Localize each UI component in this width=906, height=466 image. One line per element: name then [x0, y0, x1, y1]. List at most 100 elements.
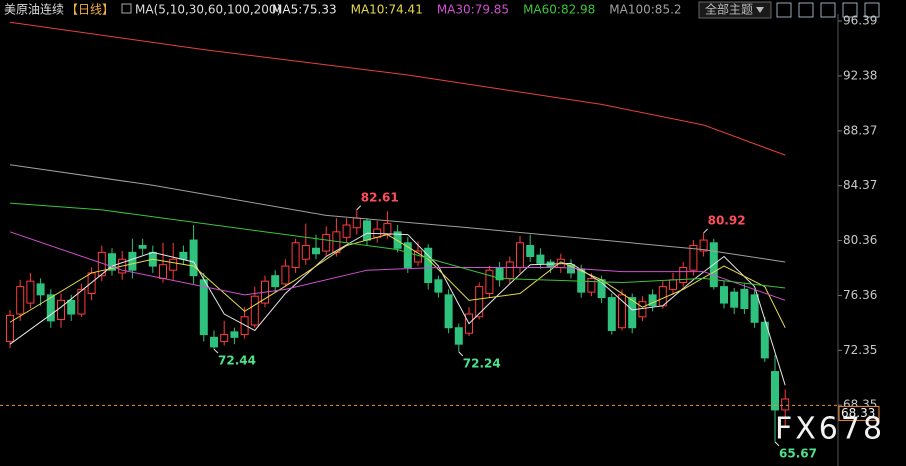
candle-body — [781, 398, 790, 411]
candle-body — [36, 283, 45, 296]
ma-line — [9, 231, 786, 301]
candle-body — [648, 294, 657, 307]
icon-button[interactable] — [798, 2, 814, 18]
candle-body — [434, 279, 443, 293]
icon-button[interactable] — [776, 2, 792, 18]
candle-body — [618, 294, 626, 329]
candle-body — [240, 316, 249, 336]
candle-body — [454, 327, 463, 345]
extreme-marker — [703, 228, 708, 234]
period: 【日线】 — [66, 3, 114, 17]
candle-body — [312, 247, 320, 255]
candle-body — [485, 269, 494, 294]
symbol: 美原油连续 — [4, 2, 64, 17]
candle-body — [108, 253, 116, 271]
ma-line — [9, 202, 786, 289]
candle-body — [444, 294, 453, 329]
icon-button[interactable] — [864, 2, 880, 18]
candle-body — [628, 297, 637, 329]
dropdown-arrow — [756, 7, 764, 13]
candle-body — [26, 280, 35, 304]
candle-body — [210, 336, 218, 348]
extreme-marker — [356, 205, 362, 211]
extreme-label: 72.24 — [463, 356, 501, 370]
candle-body — [230, 331, 239, 338]
candle-body — [57, 299, 65, 321]
candle-body — [281, 265, 290, 285]
candle-body — [424, 247, 433, 284]
candle-body — [607, 297, 616, 331]
y-tick-label: 92.38 — [843, 68, 877, 82]
candle-body — [546, 261, 555, 268]
ma-label: MA(5,10,30,60,100,200) — [135, 3, 281, 17]
candle-body — [679, 266, 688, 284]
candle-body — [301, 245, 310, 260]
y-tick-label: 96.39 — [843, 13, 877, 27]
candle-body — [199, 279, 208, 336]
candle-body — [77, 288, 86, 315]
extreme-label: 80.92 — [708, 213, 746, 227]
candle-body — [169, 258, 178, 271]
candle-body — [669, 279, 677, 290]
theme-dropdown[interactable] — [698, 1, 772, 19]
candle-body — [271, 275, 280, 288]
y-tick-label: 72.35 — [843, 343, 877, 357]
candle-body — [363, 220, 371, 241]
last-price-box — [838, 405, 880, 421]
candle-body — [750, 294, 759, 323]
icon-button[interactable] — [820, 2, 836, 18]
candle-body — [536, 254, 545, 264]
candle-body — [393, 231, 402, 249]
candle-body — [189, 239, 198, 277]
candle-body — [16, 286, 25, 315]
candle-body — [67, 299, 76, 315]
candle-body — [342, 224, 351, 238]
y-tick-label: 84.37 — [843, 178, 877, 192]
candle-body — [250, 295, 259, 326]
candle-body — [689, 245, 698, 271]
ma-line — [9, 232, 786, 386]
candle-body — [699, 239, 708, 252]
candle-body — [740, 288, 749, 310]
y-tick-label: 88.37 — [843, 123, 877, 137]
candle-body — [658, 286, 667, 307]
candle-body — [128, 251, 137, 271]
legend-entry: MA5:75.33 — [272, 3, 337, 17]
y-tick-label: 80.36 — [843, 233, 877, 247]
candle-body — [179, 251, 188, 260]
candle-body — [138, 245, 147, 249]
candle-body — [383, 223, 392, 236]
theme-label: 全部主题 — [705, 2, 753, 17]
candle-body — [760, 321, 769, 359]
candle-body — [505, 261, 514, 279]
legend-entry: MA100:85.2 — [609, 3, 681, 17]
extreme-label: 65.67 — [779, 446, 817, 460]
toolbar-icons — [776, 2, 880, 18]
candle-body — [516, 242, 524, 268]
ma-line — [9, 164, 786, 263]
extreme-marker — [774, 441, 780, 447]
last-price-label: 68.33 — [841, 406, 875, 420]
candle-body — [587, 277, 596, 293]
extreme-label: 82.61 — [361, 190, 399, 204]
y-tick-label: 76.36 — [843, 288, 877, 302]
legend-entry: MA10:74.41 — [351, 3, 423, 17]
candle-body — [771, 371, 779, 411]
ma-line — [9, 234, 786, 328]
candle-body — [46, 294, 55, 322]
icon-button[interactable] — [842, 2, 858, 18]
legend-entry: MA60:82.98 — [523, 3, 595, 17]
candle-body — [352, 217, 361, 229]
candle-body — [720, 286, 728, 304]
candle-body — [159, 264, 167, 279]
candle-body — [220, 334, 229, 342]
candle-body — [291, 242, 300, 268]
extreme-label: 72.44 — [218, 354, 256, 368]
extreme-marker — [213, 348, 219, 354]
ma-icon[interactable] — [121, 3, 132, 14]
candle-body — [730, 291, 739, 308]
candle-body — [87, 272, 96, 294]
